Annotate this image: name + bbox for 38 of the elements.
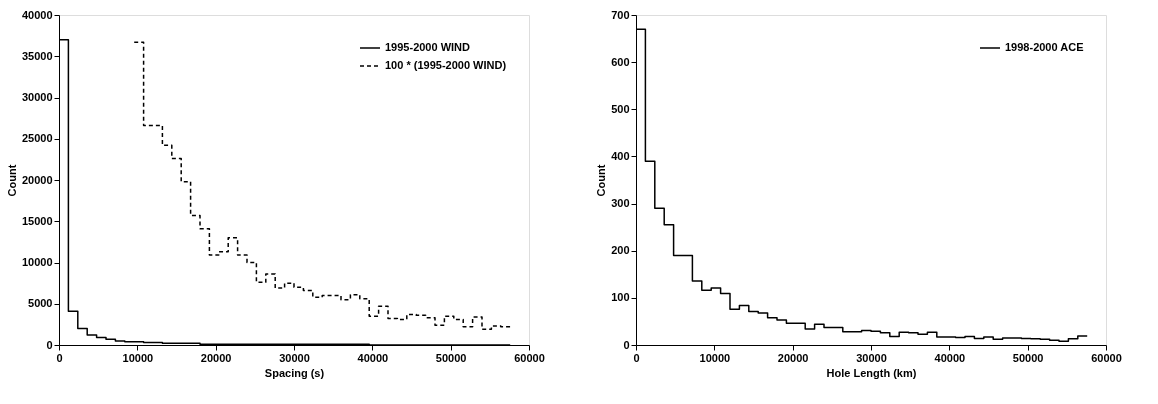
y-tick-label: 5000	[28, 297, 53, 310]
y-tick-label: 400	[611, 149, 630, 162]
legend-label: 1995-2000 WIND	[385, 41, 471, 53]
y-tick-label: 300	[611, 197, 630, 210]
y-tick-label: 0	[46, 338, 53, 351]
y-tick-label: 35000	[21, 49, 53, 62]
y-tick-label: 100	[611, 291, 630, 304]
y-tick-label: 10000	[21, 256, 53, 268]
x-tick-label: 50000	[1012, 351, 1044, 364]
legend-label: 100 * (1995-2000 WIND)	[385, 59, 507, 71]
x-tick-label: 10000	[122, 351, 154, 364]
y-axis-title: Count	[5, 164, 18, 197]
y-tick-label: 200	[611, 244, 630, 257]
x-tick-label: 40000	[357, 351, 389, 364]
x-tick-label: 30000	[279, 351, 310, 364]
x-tick-label: 20000	[777, 351, 809, 364]
x-axis-title: Spacing (s)	[264, 366, 325, 379]
y-tick-label: 500	[611, 102, 630, 115]
x-tick-label: 0	[56, 351, 63, 364]
x-tick-label: 40000	[934, 351, 966, 364]
y-tick-label: 600	[611, 55, 630, 68]
y-tick-label: 15000	[21, 214, 53, 227]
x-axis-title: Hole Length (km)	[826, 366, 917, 379]
x-tick-label: 50000	[435, 351, 467, 364]
x-tick-label: 0	[633, 351, 640, 364]
x-tick-label: 30000	[856, 351, 887, 364]
y-axis-title: Count	[595, 164, 608, 197]
x-tick-label: 20000	[200, 351, 232, 364]
y-tick-label: 40000	[21, 8, 53, 21]
y-tick-label: 700	[611, 8, 630, 21]
x-tick-label: 60000	[1091, 351, 1122, 364]
y-tick-label: 20000	[21, 173, 53, 186]
y-tick-label: 30000	[21, 91, 53, 103]
y-tick-label: 0	[623, 338, 630, 351]
x-tick-label: 60000	[514, 351, 545, 364]
legend-label: 1998-2000 ACE	[1005, 41, 1084, 53]
x-tick-label: 10000	[699, 351, 731, 364]
y-tick-label: 25000	[21, 132, 53, 145]
